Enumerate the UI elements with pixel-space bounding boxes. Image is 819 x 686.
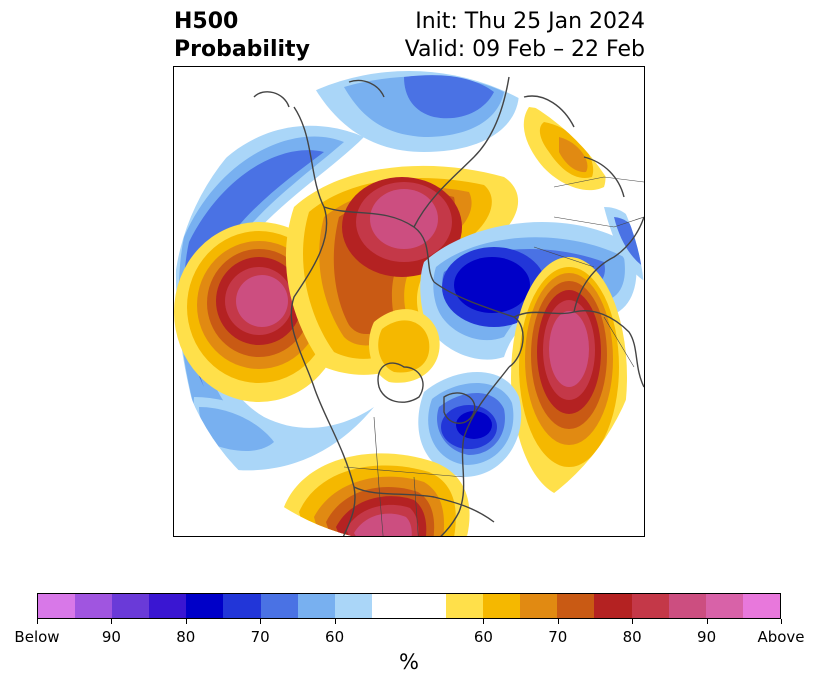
colorbar-tick-mark — [260, 619, 262, 624]
colorbar-tick-mark — [185, 619, 187, 624]
colorbar-segment — [668, 594, 706, 618]
valid-range: Valid: 09 Feb – 22 Feb — [404, 37, 645, 62]
colorbar-tick-label: 80 — [176, 628, 196, 646]
colorbar-segment — [408, 594, 447, 618]
colorbar-segment — [483, 594, 521, 618]
colorbar-segment — [38, 594, 76, 618]
colorbar-tick-mark — [557, 619, 559, 624]
colorbar-segment — [371, 594, 409, 618]
colorbar-segment — [260, 594, 298, 618]
map-panel — [173, 66, 645, 537]
colorbar-segment — [705, 594, 743, 618]
colorbar-tick-mark — [37, 619, 38, 624]
southwest-above-anomaly — [284, 453, 470, 536]
probability-colorbar — [37, 593, 781, 619]
coastlines — [253, 76, 644, 536]
colorbar-tick-mark — [706, 619, 708, 624]
southwest-below-anomaly — [193, 397, 299, 464]
colorbar-tick-mark — [483, 619, 485, 624]
colorbar-tick-label: 70 — [250, 628, 270, 646]
colorbar-tick-label: Above — [757, 628, 805, 646]
colorbar-tick-mark — [781, 619, 782, 624]
colorbar-tick-label: 80 — [622, 628, 642, 646]
title-variable: H500 — [174, 9, 239, 34]
colorbar-unit-label: % — [399, 650, 419, 674]
colorbar-tick-mark — [334, 619, 336, 624]
colorbar-segment — [594, 594, 632, 618]
north-below-anomaly — [314, 71, 519, 152]
colorbar-tick-label: 60 — [325, 628, 345, 646]
colorbar-tick-label: 90 — [697, 628, 717, 646]
colorbar-segment — [297, 594, 335, 618]
colorbar-segment — [631, 594, 669, 618]
init-date: Init: Thu 25 Jan 2024 — [415, 9, 645, 34]
colorbar-tick-mark — [632, 619, 634, 624]
colorbar-tick-label: 70 — [548, 628, 568, 646]
colorbar-tick-label: Below — [14, 628, 60, 646]
probability-map — [174, 71, 644, 536]
map-dates: Init: Thu 25 Jan 2024 Valid: 09 Feb – 22… — [405, 8, 645, 64]
colorbar-segment — [742, 594, 780, 618]
colorbar-segment — [334, 594, 372, 618]
colorbar-segment — [223, 594, 261, 618]
arctic-above-anomaly — [285, 165, 519, 375]
colorbar-segment — [186, 594, 224, 618]
colorbar-segment — [557, 594, 595, 618]
northeast-above-anomaly — [523, 107, 606, 191]
colorbar-segment — [112, 594, 150, 618]
colorbar-tick-label: 60 — [473, 628, 493, 646]
probability-fills — [174, 71, 644, 536]
title-type: Probability — [174, 37, 310, 62]
colorbar-tick-mark — [111, 619, 113, 624]
colorbar-tick-label: 90 — [101, 628, 121, 646]
borders — [343, 176, 644, 536]
colorbar-segment — [520, 594, 558, 618]
colorbar-segment — [446, 594, 484, 618]
europe-above-anomaly — [511, 257, 627, 497]
colorbar-segment — [149, 594, 187, 618]
colorbar-segment — [75, 594, 113, 618]
map-title: H500 Probability — [174, 8, 310, 64]
